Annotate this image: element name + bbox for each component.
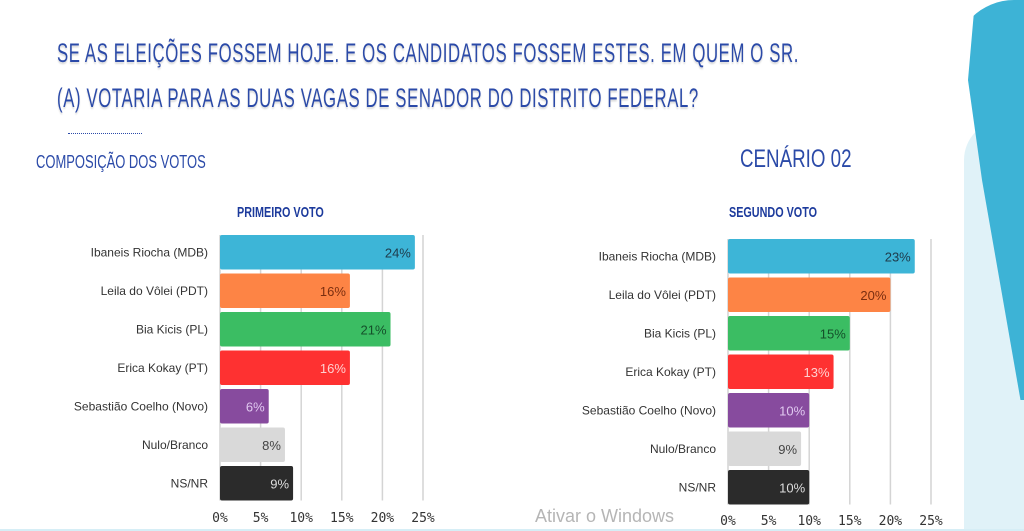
category-label: Nulo/Branco xyxy=(142,438,208,452)
data-label: 10% xyxy=(779,403,805,418)
data-label: 16% xyxy=(320,361,346,376)
data-label: 6% xyxy=(246,399,265,414)
bar xyxy=(728,239,915,274)
category-label: Ibaneis Riocha (MDB) xyxy=(91,245,208,259)
category-label: NS/NR xyxy=(171,476,209,490)
x-tick-label: 15% xyxy=(330,511,354,526)
category-label: Leila do Vôlei (PDT) xyxy=(609,288,716,302)
x-tick-label: 20% xyxy=(371,511,395,526)
bar xyxy=(728,393,810,428)
x-tick-label: 5% xyxy=(253,511,269,526)
category-label: Leila do Vôlei (PDT) xyxy=(101,284,208,298)
bar xyxy=(728,431,802,466)
data-label: 10% xyxy=(779,480,805,495)
category-label: Ibaneis Riocha (MDB) xyxy=(599,249,716,263)
x-tick-label: 25% xyxy=(919,514,943,529)
category-label: NS/NR xyxy=(679,480,717,494)
chart2-title: SEGUNDO VOTO xyxy=(729,204,818,221)
data-label: 23% xyxy=(885,249,911,264)
category-label: Sebastião Coelho (Novo) xyxy=(74,399,208,413)
bar xyxy=(220,389,269,424)
divider xyxy=(68,133,142,134)
page-title-line1: SE AS ELEIÇÕES FOSSEM HOJE. E OS CANDIDA… xyxy=(57,38,799,68)
x-tick-label: 25% xyxy=(411,511,435,526)
data-label: 21% xyxy=(360,322,386,337)
windows-activation-watermark: Ativar o Windows xyxy=(535,506,675,526)
subtitle: COMPOSIÇÃO DOS VOTOS xyxy=(36,152,206,172)
data-label: 13% xyxy=(804,365,830,380)
category-label: Nulo/Branco xyxy=(650,442,716,456)
category-label: Bia Kicis (PL) xyxy=(644,326,716,340)
bar xyxy=(220,273,350,308)
bar xyxy=(728,354,834,389)
bar xyxy=(728,470,810,505)
x-tick-label: 20% xyxy=(879,514,903,529)
data-label: 9% xyxy=(270,476,289,491)
bar xyxy=(728,277,891,312)
category-label: Sebastião Coelho (Novo) xyxy=(582,403,716,417)
x-tick-label: 15% xyxy=(838,514,862,529)
chart1-title: PRIMEIRO VOTO xyxy=(237,204,324,221)
data-label: 15% xyxy=(820,326,846,341)
x-tick-label: 10% xyxy=(289,511,313,526)
x-tick-label: 0% xyxy=(212,511,228,526)
bar xyxy=(220,466,294,501)
bar xyxy=(220,427,285,462)
data-label: 16% xyxy=(320,284,346,299)
bar xyxy=(728,316,850,351)
x-tick-label: 10% xyxy=(797,514,821,529)
category-label: Bia Kicis (PL) xyxy=(136,322,208,336)
bar xyxy=(220,350,350,385)
x-tick-label: 0% xyxy=(720,514,736,529)
bar xyxy=(220,312,391,347)
page-title-line2: (A) VOTARIA PARA AS DUAS VAGAS DE SENADO… xyxy=(57,83,699,113)
data-label: 20% xyxy=(860,288,886,303)
scenario-label: CENÁRIO 02 xyxy=(740,145,852,173)
category-label: Erica Kokay (PT) xyxy=(625,365,716,379)
bottom-bar xyxy=(0,529,1024,531)
bar xyxy=(220,235,415,270)
data-label: 9% xyxy=(778,442,797,457)
data-label: 8% xyxy=(262,438,281,453)
x-tick-label: 5% xyxy=(761,514,777,529)
category-label: Erica Kokay (PT) xyxy=(117,361,208,375)
data-label: 24% xyxy=(385,245,411,260)
